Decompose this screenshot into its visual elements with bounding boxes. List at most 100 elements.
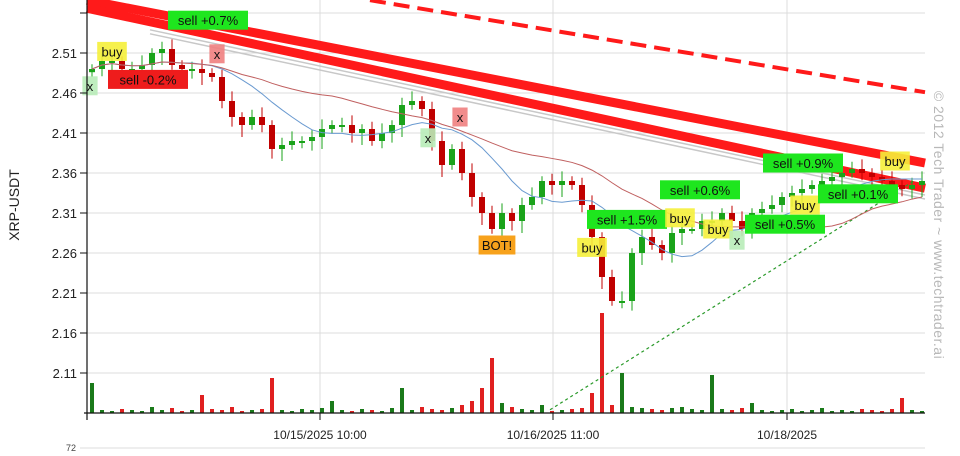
volume-bar: [470, 401, 474, 413]
candle-body: [859, 169, 865, 173]
volume-bar: [670, 408, 674, 413]
volume-bar: [420, 407, 424, 413]
volume-bar: [920, 411, 924, 413]
y-tick-label: 2.31: [52, 206, 77, 221]
annotation-cancel-green-box: [729, 230, 745, 250]
candle-body: [249, 117, 255, 125]
candle-body: [509, 213, 515, 221]
candle-body: [879, 177, 885, 181]
volume-bars: [90, 313, 924, 413]
candle-body: [849, 169, 855, 173]
channel-line: [149, 33, 926, 200]
candle-body: [489, 213, 495, 229]
volume-bar: [610, 405, 614, 413]
volume-bar: [390, 408, 394, 413]
candle-body: [409, 101, 415, 105]
candle-body: [139, 65, 145, 69]
annotation-buy-box: [665, 208, 695, 228]
volume-bar: [430, 409, 434, 413]
volume-bar: [210, 409, 214, 413]
annotation-buy-box: [790, 195, 820, 215]
volume-bar: [220, 410, 224, 413]
annotation-cancel-red-box: [452, 107, 468, 127]
candle-body: [559, 181, 565, 185]
volume-bar: [560, 410, 564, 413]
candle-body: [899, 185, 905, 189]
candle-body: [549, 181, 555, 185]
candle-body: [599, 237, 605, 277]
volume-bar: [490, 358, 494, 413]
volume-bar: [660, 410, 664, 413]
candle-body: [299, 141, 305, 143]
candle-body: [349, 125, 355, 133]
volume-bar: [600, 313, 604, 413]
volume-bar: [310, 410, 314, 413]
candle-body: [519, 205, 525, 221]
annotation-sell-profit-label: sell +0.1%: [828, 187, 889, 202]
volume-bar: [250, 410, 254, 413]
candle-body: [759, 209, 765, 213]
candle-body: [379, 133, 385, 141]
candle-body: [689, 229, 695, 231]
candle-body: [609, 277, 615, 301]
candle-body: [499, 213, 505, 229]
volume-bar: [230, 407, 234, 413]
candle-body: [579, 185, 585, 205]
candle-body: [419, 101, 425, 109]
volume-bar: [570, 409, 574, 413]
volume-bar: [410, 410, 414, 413]
candle-body: [269, 125, 275, 149]
y-tick-label: 2.36: [52, 166, 77, 181]
lower-panel-tick: 72: [66, 443, 76, 451]
volume-bar: [900, 398, 904, 413]
annotation-cancel-green-box: [82, 76, 98, 96]
volume-bar: [260, 409, 264, 413]
y-tick-label: 2.51: [52, 46, 77, 61]
volume-bar: [850, 411, 854, 413]
annotation-buy-box: [703, 219, 733, 239]
candle-body: [569, 181, 575, 185]
volume-bar: [630, 407, 634, 413]
candle-body: [279, 145, 285, 149]
axes: 2.11 2.16 2.21 2.26 2.31 2.36 2.41 2.46 2.51 10/1…: [52, 0, 925, 442]
volume-bar: [140, 411, 144, 413]
volume-bar: [710, 375, 714, 413]
y-tick-label: 2.41: [52, 126, 77, 141]
volume-bar: [460, 405, 464, 413]
candle-body: [309, 137, 315, 141]
candle-body: [339, 125, 345, 127]
volume-bar: [690, 409, 694, 413]
volume-bar: [450, 408, 454, 413]
candle-body: [229, 101, 235, 117]
volume-bar: [760, 410, 764, 413]
volume-bar: [860, 409, 864, 413]
annotation-sell-profit-box: [745, 214, 825, 234]
grid: [87, 0, 925, 413]
volume-bar: [530, 410, 534, 413]
volume-bar: [720, 409, 724, 413]
annotation-buy-label: buy: [582, 240, 603, 255]
volume-bar: [730, 410, 734, 413]
annotation-buy-label: buy: [102, 44, 123, 59]
candle-body: [239, 117, 245, 125]
candle-body: [779, 197, 785, 205]
volume-bar: [330, 401, 334, 413]
annotation-sell-profit-box: [587, 209, 667, 229]
candle-body: [739, 221, 745, 229]
candle-body: [449, 149, 455, 165]
volume-bar: [170, 408, 174, 413]
candle-body: [469, 173, 475, 197]
candle-body: [109, 61, 115, 63]
volume-bar: [620, 373, 624, 413]
volume-bar: [120, 409, 124, 413]
resistance-dashed-line: [369, 0, 926, 95]
annotation-sell-profit-box: [818, 184, 898, 204]
x-tick-label: 10/18/2025: [757, 428, 817, 442]
volume-bar: [370, 410, 374, 413]
annotation-sell-profit-box: [168, 10, 248, 30]
volume-bar: [240, 411, 244, 413]
volume-bar: [320, 408, 324, 413]
volume-bar: [520, 409, 524, 413]
candle-body: [399, 105, 405, 125]
candle-body: [169, 49, 175, 65]
